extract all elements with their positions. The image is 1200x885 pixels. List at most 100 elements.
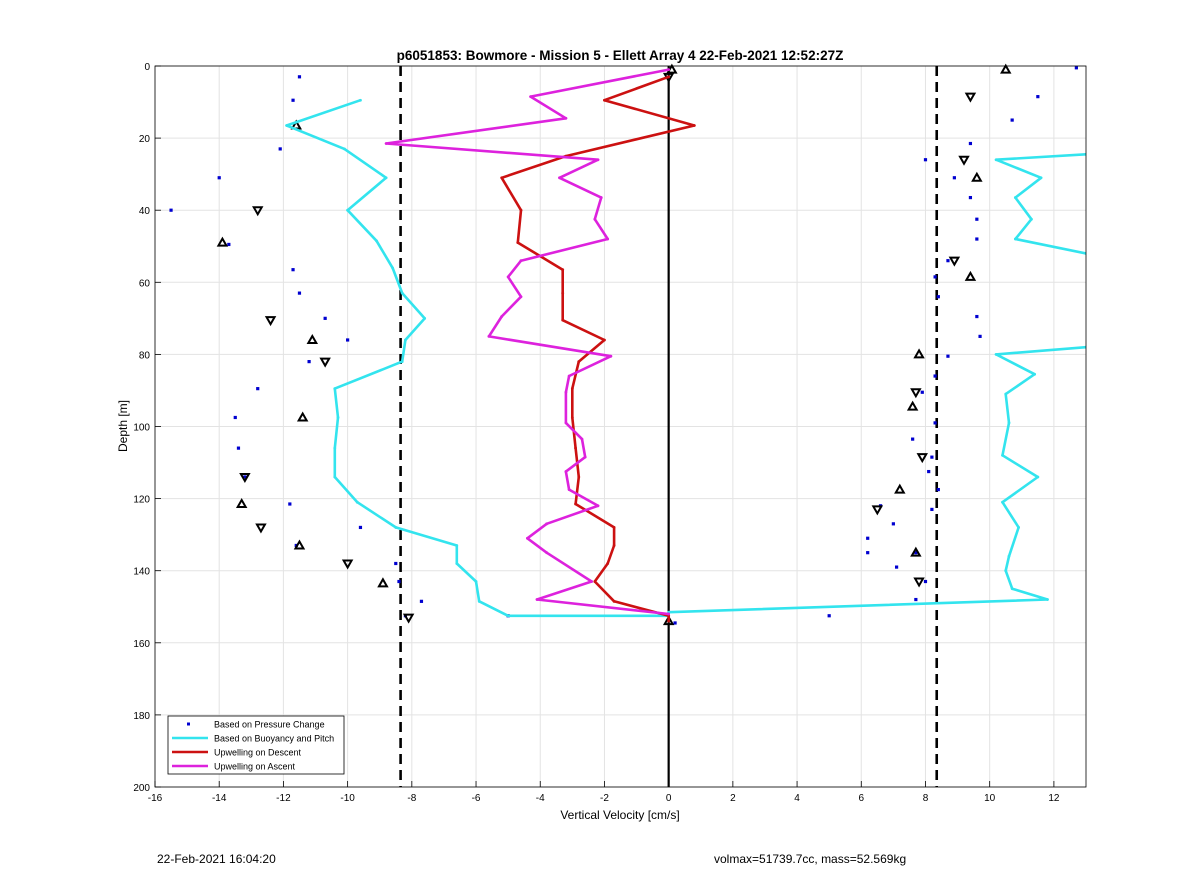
series-line <box>285 98 1086 618</box>
axis-ticks: -16 -14 -12 -10 -8 -6 -4 -2 0 2 4 6 8 10 1202040608010… <box>133 62 1060 804</box>
marker-triangle <box>235 497 248 509</box>
pressure-point <box>933 275 937 279</box>
pressure-point <box>923 579 928 584</box>
pressure-point <box>358 525 363 530</box>
series-vertex <box>612 544 616 547</box>
pressure-point <box>827 614 831 618</box>
series-vertex <box>384 176 388 180</box>
legend-label: Based on Buoyancy and Pitch <box>214 734 334 744</box>
y-tick-label: 120 <box>133 495 150 506</box>
series-vertex <box>474 580 478 583</box>
pressure-point <box>933 374 937 378</box>
legend-swatch-dot <box>187 722 190 726</box>
marker-triangle <box>910 546 922 557</box>
series-vertex <box>391 266 394 270</box>
series-line <box>500 75 696 623</box>
legend-label: Based on Pressure Change <box>214 720 325 730</box>
x-axis-label: Vertical Velocity [cm/s] <box>560 808 679 822</box>
series-vertex <box>994 353 998 356</box>
series-vertex <box>593 217 597 221</box>
series-vertex <box>574 446 577 450</box>
marker-triangle <box>239 472 251 483</box>
series-vertex <box>477 599 481 603</box>
y-tick-label: 0 <box>144 62 150 73</box>
pressure-point <box>866 551 870 555</box>
pressure-point <box>894 565 899 569</box>
series-vertex <box>570 387 574 391</box>
x-tick-label: -6 <box>472 793 481 804</box>
marker-triangle <box>894 483 906 494</box>
pressure-point <box>1010 118 1014 122</box>
series-vertex <box>519 295 523 299</box>
marker-triangle <box>910 388 922 399</box>
legend-label: Upwelling on Descent <box>214 748 302 758</box>
marker-triangle <box>964 270 977 281</box>
series-vertex <box>1013 237 1017 241</box>
marker-triangle <box>402 613 415 624</box>
pressure-point <box>291 98 295 102</box>
y-tick-label: 80 <box>139 350 151 361</box>
series-vertex <box>667 612 671 616</box>
pressure-point <box>936 295 940 299</box>
pressure-point <box>930 455 934 459</box>
series-vertex <box>1010 587 1014 591</box>
series-vertex <box>567 374 571 378</box>
series-vertex <box>1046 598 1049 601</box>
marker-triangle <box>958 155 970 166</box>
x-tick-label: -16 <box>148 793 163 804</box>
y-tick-label: 140 <box>133 567 150 578</box>
series-vertex <box>506 275 510 279</box>
marker-triangle <box>916 453 928 464</box>
series-vertex <box>1033 372 1037 376</box>
pressure-point <box>927 469 931 474</box>
y-tick-label: 20 <box>139 134 151 145</box>
series-vertex <box>1013 196 1017 199</box>
series-vertex <box>394 526 398 529</box>
pressure-point <box>1036 95 1040 99</box>
marker-triangle <box>1000 63 1012 74</box>
series-vertex <box>577 475 581 479</box>
series-vertex <box>580 437 584 441</box>
series-vertex <box>583 455 587 459</box>
marker-triangle <box>293 539 306 550</box>
series-vertex <box>516 241 520 245</box>
series-vertex <box>519 208 523 212</box>
x-tick-label: 8 <box>923 793 929 804</box>
series-vertex <box>519 259 523 263</box>
series-vertex <box>561 268 565 272</box>
x-tick-label: -4 <box>536 793 545 804</box>
footer-timestamp: 22-Feb-2021 16:04:20 <box>157 852 276 866</box>
series-vertex <box>333 387 337 391</box>
pressure-point <box>946 259 950 263</box>
series-vertex <box>455 562 459 565</box>
series-line <box>384 68 669 616</box>
pressure-point <box>297 75 302 79</box>
series-vertex <box>1004 569 1008 573</box>
x-tick-label: 2 <box>730 793 736 804</box>
pressure-point <box>288 502 292 506</box>
series-vertex <box>561 291 565 295</box>
grid-lines <box>154 65 1086 788</box>
series-vertex <box>1001 453 1004 457</box>
series-vertex <box>346 208 350 212</box>
pressure-point <box>1074 66 1078 70</box>
series-vertex <box>285 124 289 127</box>
series-line <box>500 75 696 622</box>
pressure-point <box>946 354 950 358</box>
chart-legend: Based on Pressure Change Based on Buoyanc… <box>167 715 345 775</box>
series-vertex <box>333 475 337 479</box>
y-axis-label: Depth [m] <box>116 400 130 452</box>
marker-triangle <box>964 92 977 103</box>
pressure-point <box>952 176 956 180</box>
series-vertex <box>1007 421 1011 425</box>
series-vertex <box>564 116 568 120</box>
series-vertex <box>336 416 340 419</box>
x-tick-label: 4 <box>794 793 800 804</box>
chart-title: p6051853: Bowmore - Mission 5 - Ellett A… <box>397 48 844 63</box>
series-vertex <box>1004 392 1008 396</box>
pressure-point <box>256 387 260 391</box>
marker-triangle <box>913 577 925 588</box>
pressure-point <box>975 314 979 319</box>
series-vertex <box>545 522 549 526</box>
series-vertex <box>667 75 671 79</box>
